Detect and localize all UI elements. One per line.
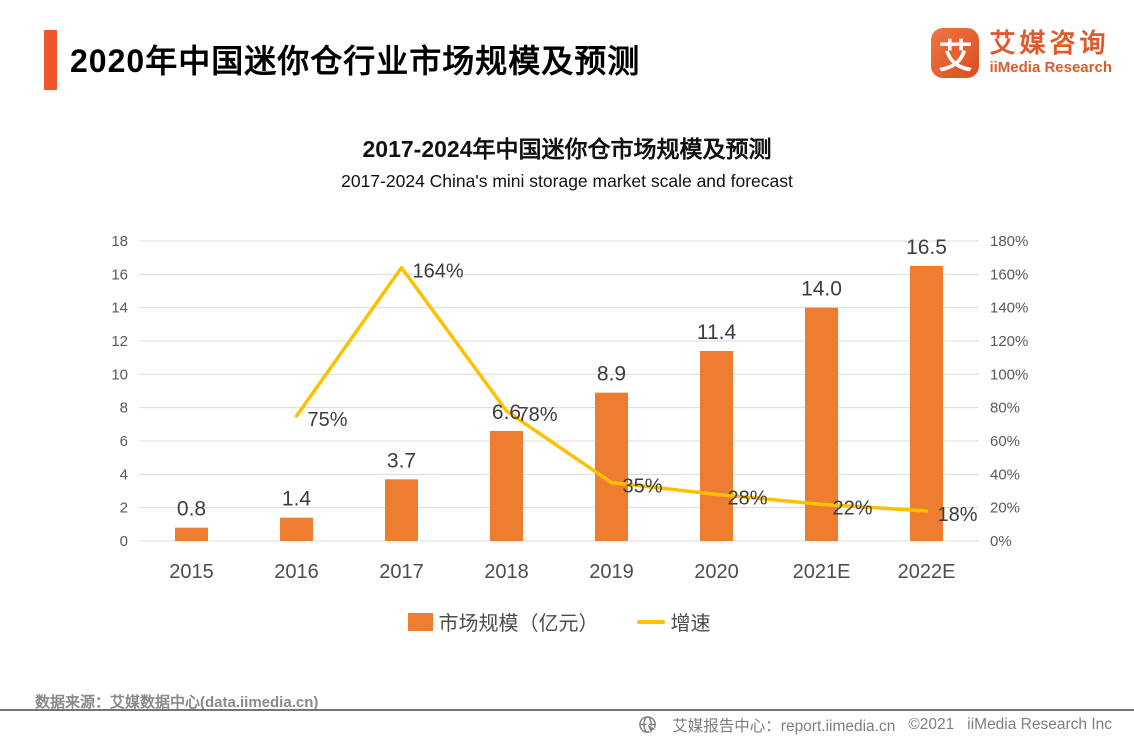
left-axis-tick: 12: [111, 333, 128, 350]
globe-cursor-icon: [638, 715, 659, 736]
data-source-note: 数据来源：艾媒数据中心(data.iimedia.cn): [35, 694, 319, 711]
bar-2016: [280, 517, 313, 541]
chart-title: 2017-2024年中国迷你仓市场规模及预测: [362, 136, 772, 162]
x-axis-label-2019: 2019: [589, 561, 634, 583]
footer-copyright: ©2021: [908, 716, 955, 733]
footer-divider: [0, 709, 1134, 711]
bar-value-label-2022E: 16.5: [906, 236, 947, 259]
legend-label-growth-rate: 增速: [670, 613, 711, 635]
chart-subtitle: 2017-2024 China's mini storage market sc…: [341, 171, 793, 191]
right-axis-tick: 40%: [990, 466, 1020, 483]
left-axis-tick: 14: [111, 300, 128, 317]
x-axis-label-2020: 2020: [694, 561, 739, 583]
growth-label-2016: 75%: [308, 409, 348, 431]
bar-value-label-2021E: 14.0: [801, 278, 842, 301]
bar-value-label-2019: 8.9: [597, 363, 626, 386]
title-accent-bar: [44, 30, 57, 90]
footer: 艾媒报告中心：report.iimedia.cn ©2021 iiMedia R…: [638, 714, 1112, 736]
bar-2020: [700, 351, 733, 541]
footer-company: iiMedia Research Inc: [967, 716, 1112, 733]
legend-item-market-scale: 市场规模（亿元）: [407, 607, 599, 636]
iimedia-logo-icon: 艾: [931, 28, 980, 78]
growth-label-2021E: 22%: [833, 497, 873, 519]
left-axis-tick: 18: [111, 233, 128, 250]
logo-brand-name: 艾媒咨询: [989, 28, 1110, 59]
iimedia-logo: 艾 艾媒咨询 iiMedia Research: [931, 28, 1112, 78]
bar-2019: [595, 392, 628, 541]
x-axis-label-2017: 2017: [379, 561, 424, 583]
bar-2017: [385, 479, 418, 541]
bar-value-label-2015: 0.8: [177, 498, 206, 521]
bar-value-label-2018: 6.6: [492, 401, 521, 424]
right-axis-tick: 60%: [990, 433, 1020, 450]
left-axis-tick: 2: [120, 500, 128, 517]
legend-label-market-scale: 市场规模（亿元）: [438, 613, 599, 635]
x-axis-label-2021E: 2021E: [793, 561, 851, 583]
right-axis-tick: 180%: [990, 233, 1028, 250]
bar-series-swatch: [407, 612, 433, 631]
bar-value-label-2016: 1.4: [282, 488, 312, 511]
growth-label-2017: 164%: [413, 261, 464, 283]
growth-rate-line: [294, 265, 929, 513]
right-axis-tick: 80%: [990, 400, 1020, 417]
left-axis-tick: 8: [120, 400, 128, 417]
bar-value-label-2017: 3.7: [387, 449, 416, 472]
page-title: 2020年中国迷你仓行业市场规模及预测: [70, 43, 641, 79]
bar-value-label-2020: 11.4: [697, 321, 737, 344]
market-scale-forecast-chart: 0246810121416180%20%40%60%80%100%120%140…: [111, 233, 1028, 583]
line-series-swatch: [636, 619, 665, 624]
right-axis-tick: 120%: [990, 333, 1028, 350]
growth-label-2022E: 18%: [938, 504, 978, 526]
left-axis-tick: 6: [120, 433, 128, 450]
footer-report-center: 艾媒报告中心：report.iimedia.cn: [672, 718, 896, 735]
chart-legend: 市场规模（亿元） 增速: [139, 607, 979, 636]
left-axis-tick: 10: [111, 366, 128, 383]
bar-2018: [490, 431, 523, 541]
x-axis-label-2018: 2018: [484, 561, 529, 583]
growth-label-2019: 35%: [623, 476, 663, 498]
bar-2022E: [910, 266, 943, 541]
bar-2015: [175, 527, 208, 541]
right-axis-tick: 140%: [990, 300, 1028, 317]
left-axis-tick: 0: [120, 533, 128, 550]
growth-label-2018: 78%: [518, 404, 558, 426]
growth-label-2020: 28%: [728, 487, 768, 509]
right-axis-tick: 100%: [990, 366, 1028, 383]
logo-text: 艾媒咨询 iiMedia Research: [989, 28, 1112, 77]
right-axis-tick: 0%: [990, 533, 1012, 550]
x-axis-label-2022E: 2022E: [898, 561, 956, 583]
right-axis-tick: 20%: [990, 500, 1020, 517]
legend-item-growth-rate: 增速: [636, 607, 711, 636]
logo-brand-subtitle: iiMedia Research: [989, 59, 1112, 77]
x-axis-label-2016: 2016: [274, 561, 319, 583]
right-axis-tick: 160%: [990, 266, 1028, 283]
x-axis-label-2015: 2015: [169, 561, 214, 583]
left-axis-tick: 4: [120, 466, 128, 483]
left-axis-tick: 16: [111, 266, 128, 283]
